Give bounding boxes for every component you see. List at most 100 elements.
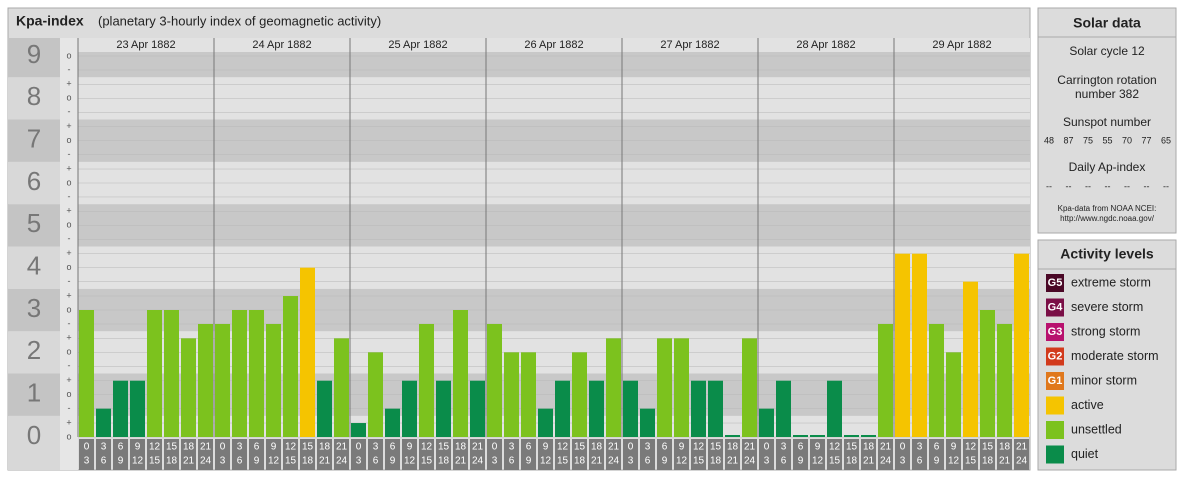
bar (929, 323, 944, 437)
panel-title: Solar data (1073, 15, 1141, 31)
x-tick-label: 3 (509, 442, 515, 453)
bar (96, 408, 111, 437)
legend-label: severe storm (1071, 300, 1143, 314)
level-code: G4 (1048, 301, 1064, 313)
hour-box (759, 439, 774, 470)
bar (844, 435, 859, 437)
bar (538, 408, 553, 437)
x-tick-label: 21 (200, 442, 212, 453)
x-tick-label: 12 (829, 442, 841, 453)
carrington: Carrington rotation (1057, 73, 1156, 87)
x-tick-label: 3 (781, 442, 787, 453)
y-tick-label: 6 (27, 166, 41, 196)
x-tick-label: 6 (254, 442, 260, 453)
hour-box (929, 439, 944, 470)
bar (130, 380, 145, 437)
legend-label: minor storm (1071, 373, 1137, 387)
ap-value: -- (1163, 181, 1169, 191)
bar (470, 380, 485, 437)
x-tick-label: 18 (319, 442, 331, 453)
minor-tick-label: - (68, 403, 71, 413)
x-tick-label: 15 (693, 456, 705, 467)
x-tick-label: 24 (608, 456, 620, 467)
hour-box (691, 439, 706, 470)
minor-tick-label: o (66, 50, 71, 60)
bar (776, 380, 791, 437)
minor-tick-label: + (66, 121, 71, 131)
x-tick-label: 6 (526, 442, 532, 453)
x-tick-label: 15 (829, 456, 841, 467)
x-tick-label: 21 (880, 442, 892, 453)
legend-label: moderate storm (1071, 349, 1159, 363)
x-tick-label: 21 (319, 456, 331, 467)
x-tick-label: 18 (574, 456, 586, 467)
x-tick-label: 6 (917, 456, 923, 467)
minor-tick-label: - (68, 234, 71, 244)
hour-box (776, 439, 791, 470)
hour-box (878, 439, 893, 470)
bar (572, 352, 587, 437)
solar-cycle: Solar cycle 12 (1069, 44, 1145, 58)
bar (555, 380, 570, 437)
day-label: 25 Apr 1882 (388, 39, 447, 51)
hour-box (725, 439, 740, 470)
hour-box (827, 439, 842, 470)
hour-box (521, 439, 536, 470)
bar (725, 435, 740, 437)
legend-swatch (1046, 396, 1064, 415)
x-tick-label: 15 (438, 442, 450, 453)
x-tick-label: 21 (1016, 442, 1028, 453)
bar (521, 352, 536, 437)
hour-box (300, 439, 315, 470)
source: http://www.ngdc.noaa.gov/ (1060, 214, 1155, 223)
hour-box (589, 439, 604, 470)
x-tick-label: 9 (543, 442, 549, 453)
day-label: 26 Apr 1882 (524, 39, 583, 51)
level-code: G5 (1048, 277, 1063, 289)
date-header (78, 38, 1030, 52)
hour-box (657, 439, 672, 470)
x-tick-label: 6 (934, 442, 940, 453)
legend-label: extreme storm (1071, 275, 1151, 289)
bar (283, 296, 298, 437)
x-tick-label: 0 (900, 442, 906, 453)
bar (640, 408, 655, 437)
x-tick-label: 24 (1016, 456, 1028, 467)
bar (113, 380, 128, 437)
bar (300, 267, 315, 437)
x-tick-label: 12 (268, 456, 280, 467)
hour-box (130, 439, 145, 470)
hour-box (572, 439, 587, 470)
x-tick-label: 9 (390, 456, 396, 467)
legend-label: unsettled (1071, 422, 1122, 436)
band (8, 331, 60, 374)
hour-box (980, 439, 995, 470)
x-tick-label: 6 (373, 456, 379, 467)
x-tick-label: 24 (200, 456, 212, 467)
ap-value: -- (1046, 181, 1052, 191)
legend-swatch (1046, 323, 1064, 341)
x-tick-label: 6 (509, 456, 515, 467)
bar (810, 435, 825, 437)
x-tick-label: 21 (455, 456, 467, 467)
band (8, 246, 60, 289)
bar (742, 338, 757, 437)
minor-tick-label: - (68, 361, 71, 371)
hour-box (266, 439, 281, 470)
hour-box (674, 439, 689, 470)
band (8, 204, 60, 247)
y-tick-label: 5 (27, 208, 41, 238)
x-tick-label: 18 (727, 442, 739, 453)
hour-box (249, 439, 264, 470)
x-tick-label: 18 (455, 442, 467, 453)
x-tick-label: 3 (492, 456, 498, 467)
x-tick-label: 9 (815, 442, 821, 453)
x-tick-label: 3 (101, 442, 107, 453)
bar (963, 281, 978, 437)
x-tick-label: 0 (84, 442, 90, 453)
bar (606, 338, 621, 437)
hour-box (368, 439, 383, 470)
minor-tick-label: o (66, 93, 71, 103)
bar (198, 323, 213, 437)
hour-box (113, 439, 128, 470)
